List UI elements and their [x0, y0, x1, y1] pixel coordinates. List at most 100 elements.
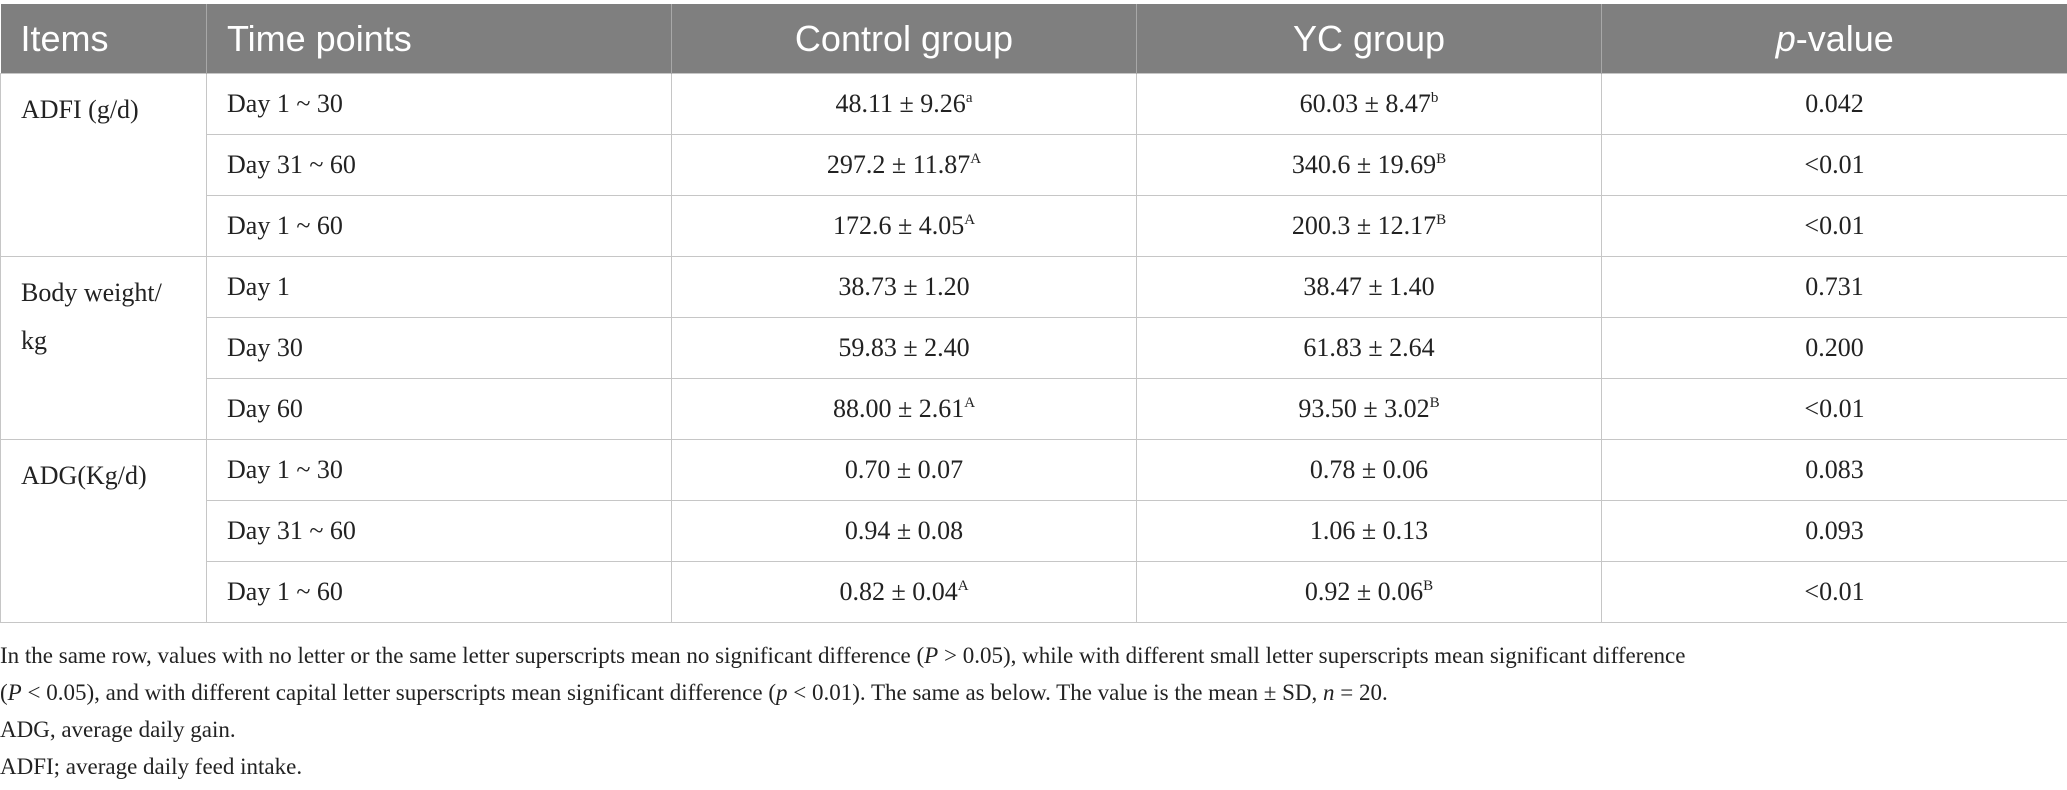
table-row: ADG(Kg/d) Day 1 ~ 30 0.70 ± 0.07 0.78 ± …: [0, 439, 2067, 623]
p-value-cell: <0.01: [1601, 134, 2067, 196]
footnote-text: < 0.01). The same as below. The value is…: [787, 680, 1324, 705]
yc-cell: 93.50 ± 3.02B: [1136, 378, 1602, 440]
control-cell: 48.11 ± 9.26a: [671, 73, 1137, 135]
control-value: 0.94 ± 0.08: [844, 516, 964, 545]
table-footnotes: In the same row, values with no letter o…: [0, 637, 2060, 785]
footnote-italic: P: [7, 680, 22, 705]
control-value: 172.6 ± 4.05: [832, 211, 965, 240]
footnote-text: = 20.: [1334, 680, 1388, 705]
time-cell: Day 1 ~ 60: [206, 195, 672, 257]
yc-cell: 1.06 ± 0.13: [1136, 500, 1602, 562]
p-value-cell: <0.01: [1601, 195, 2067, 257]
header-control-group: Control group: [671, 4, 1137, 74]
yc-value: 340.6 ± 19.69: [1291, 150, 1437, 179]
time-cell: Day 31 ~ 60: [206, 500, 672, 562]
yc-cell: 38.47 ± 1.40: [1136, 256, 1602, 318]
p-value-cell: <0.01: [1601, 561, 2067, 623]
p-value-cell: 0.093: [1601, 500, 2067, 562]
results-table: Items Time points Control group YC group…: [0, 4, 2067, 623]
header-p-letter: p: [1775, 17, 1796, 59]
yc-cell: 0.78 ± 0.06: [1136, 439, 1602, 501]
p-value-cell: 0.042: [1601, 73, 2067, 135]
control-cell: 297.2 ± 11.87A: [671, 134, 1137, 196]
control-value: 0.70 ± 0.07: [844, 455, 964, 484]
footnote-adfi: ADFI; average daily feed intake.: [0, 754, 303, 779]
yc-superscript: B: [1436, 212, 1447, 228]
item-line-2: kg: [21, 326, 47, 355]
table-row: Body weight/kg Day 1 38.73 ± 1.20 38.47 …: [0, 256, 2067, 440]
control-superscript: A: [964, 395, 976, 411]
footnote-text: (: [0, 680, 8, 705]
control-value: 38.73 ± 1.20: [838, 272, 970, 301]
control-superscript: a: [965, 90, 973, 106]
footnote-italic: p: [775, 680, 788, 705]
control-superscript: A: [964, 212, 976, 228]
yc-cell: 0.92 ± 0.06B: [1136, 561, 1602, 623]
yc-value: 60.03 ± 8.47: [1299, 89, 1431, 118]
time-cell: Day 1 ~ 60: [206, 561, 672, 623]
table-row: ADFI (g/d) Day 1 ~ 30 48.11 ± 9.26a 60.0…: [0, 73, 2067, 257]
control-cell: 88.00 ± 2.61A: [671, 378, 1137, 440]
control-cell: 59.83 ± 2.40: [671, 317, 1137, 379]
table-row: Day 1 ~ 60 172.6 ± 4.05A 200.3 ± 12.17B …: [1, 195, 2067, 257]
yc-value: 0.92 ± 0.06: [1304, 577, 1424, 606]
table-row: Day 31 ~ 60 297.2 ± 11.87A 340.6 ± 19.69…: [1, 134, 2067, 196]
control-value: 59.83 ± 2.40: [838, 333, 970, 362]
yc-superscript: B: [1436, 151, 1447, 167]
p-value-cell: 0.083: [1601, 439, 2067, 501]
table-row: Day 31 ~ 60 0.94 ± 0.08 1.06 ± 0.13 0.09…: [1, 500, 2067, 562]
yc-superscript: B: [1429, 395, 1440, 411]
item-cell: Body weight/kg: [0, 256, 207, 440]
control-value: 297.2 ± 11.87: [826, 150, 971, 179]
control-value: 88.00 ± 2.61: [832, 394, 965, 423]
table-row: Day 30 59.83 ± 2.40 61.83 ± 2.64 0.200: [1, 317, 2067, 379]
control-superscript: A: [957, 578, 969, 594]
control-cell: 38.73 ± 1.20: [671, 256, 1137, 318]
time-cell: Day 1 ~ 30: [206, 73, 672, 135]
header-time-points: Time points: [206, 4, 672, 74]
header-yc-group: YC group: [1136, 4, 1602, 74]
control-cell: 172.6 ± 4.05A: [671, 195, 1137, 257]
p-value-cell: 0.200: [1601, 317, 2067, 379]
item-line-1: Body weight/: [21, 278, 162, 307]
control-superscript: A: [970, 151, 982, 167]
p-value-cell: <0.01: [1601, 378, 2067, 440]
time-cell: Day 31 ~ 60: [206, 134, 672, 196]
time-cell: Day 60: [206, 378, 672, 440]
header-p-value: p-value: [1601, 4, 2067, 74]
table-row: Day 60 88.00 ± 2.61A 93.50 ± 3.02B <0.01: [1, 378, 2067, 440]
yc-value: 61.83 ± 2.64: [1303, 333, 1435, 362]
yc-superscript: b: [1430, 90, 1439, 106]
yc-cell: 340.6 ± 19.69B: [1136, 134, 1602, 196]
table-row: Day 1 ~ 60 0.82 ± 0.04A 0.92 ± 0.06B <0.…: [1, 561, 2067, 623]
time-cell: Day 1: [206, 256, 672, 318]
yc-value: 200.3 ± 12.17: [1291, 211, 1437, 240]
yc-superscript: B: [1423, 578, 1434, 594]
yc-value: 93.50 ± 3.02: [1298, 394, 1430, 423]
control-value: 0.82 ± 0.04: [839, 577, 958, 606]
footnote-significance: In the same row, values with no letter o…: [0, 637, 2060, 711]
footnote-adg: ADG, average daily gain.: [0, 717, 236, 742]
header-items: Items: [0, 4, 207, 74]
control-value: 48.11 ± 9.26: [835, 89, 966, 118]
header-p-suffix: -value: [1795, 17, 1894, 59]
item-cell: ADFI (g/d): [0, 73, 207, 257]
control-cell: 0.94 ± 0.08: [671, 500, 1137, 562]
footnote-text: In the same row, values with no letter o…: [0, 643, 925, 668]
yc-value: 0.78 ± 0.06: [1309, 455, 1429, 484]
footnote-text: > 0.05), while with different small lett…: [938, 643, 1686, 668]
control-cell: 0.82 ± 0.04A: [671, 561, 1137, 623]
item-cell: ADG(Kg/d): [0, 439, 207, 623]
p-value-cell: 0.731: [1601, 256, 2067, 318]
yc-cell: 61.83 ± 2.64: [1136, 317, 1602, 379]
time-cell: Day 30: [206, 317, 672, 379]
footnote-italic: n: [1323, 680, 1335, 705]
yc-value: 1.06 ± 0.13: [1309, 516, 1429, 545]
yc-cell: 200.3 ± 12.17B: [1136, 195, 1602, 257]
yc-cell: 60.03 ± 8.47b: [1136, 73, 1602, 135]
control-cell: 0.70 ± 0.07: [671, 439, 1137, 501]
footnote-italic: P: [924, 643, 939, 668]
yc-value: 38.47 ± 1.40: [1303, 272, 1435, 301]
footnote-text: < 0.05), and with different capital lett…: [21, 680, 776, 705]
table-container: Items Time points Control group YC group…: [0, 4, 2067, 623]
